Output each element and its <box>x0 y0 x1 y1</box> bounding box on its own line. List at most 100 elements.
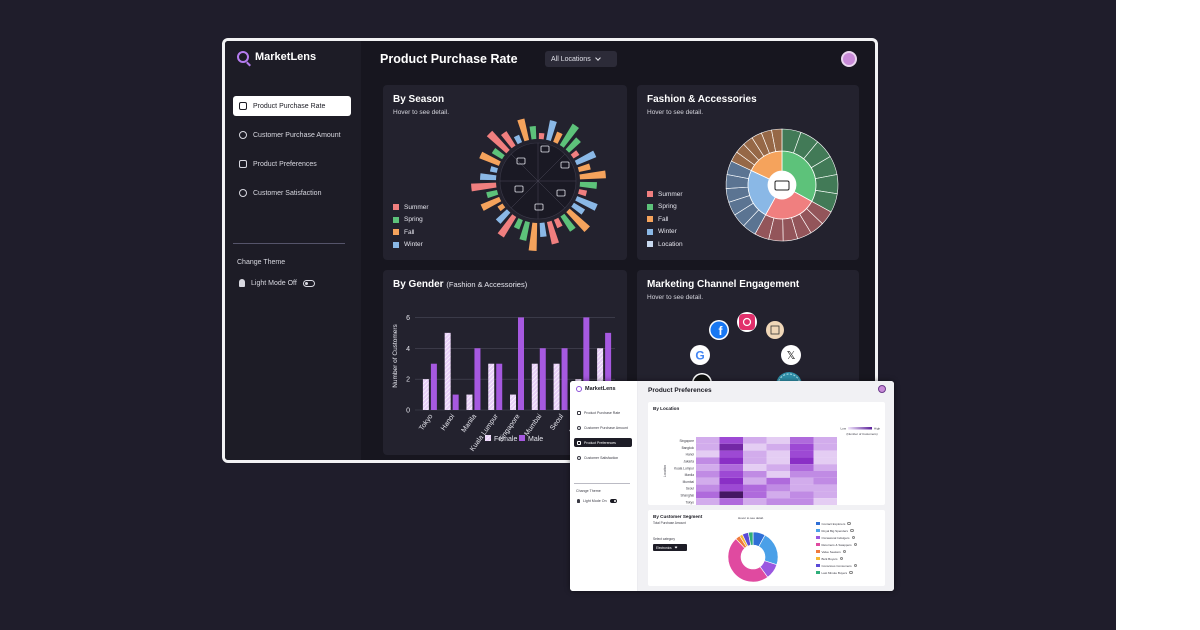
season-bar[interactable] <box>559 123 579 148</box>
heatmap-cell[interactable] <box>790 450 814 458</box>
bar-female[interactable] <box>466 394 473 410</box>
legend-item-fall[interactable]: Fall <box>393 226 429 239</box>
legend-item-winter[interactable]: Winter <box>393 239 429 252</box>
heatmap-cell[interactable] <box>766 491 791 499</box>
light-app-logo[interactable]: MarketLens <box>576 386 616 392</box>
legend-item-summer[interactable]: Summer <box>393 201 429 214</box>
legend-item-summer[interactable]: Summer <box>647 188 683 201</box>
heatmap-cell[interactable] <box>766 443 791 451</box>
season-bar[interactable] <box>538 133 545 140</box>
segment-legend-item[interactable]: Conscious Consumers <box>816 562 858 569</box>
season-bar[interactable] <box>495 209 511 224</box>
segment-legend-item[interactable]: Returners & Swappers <box>816 541 858 548</box>
season-bar[interactable] <box>519 221 530 241</box>
heatmap-cell[interactable] <box>743 450 767 458</box>
location-select[interactable]: All Locations <box>545 51 617 67</box>
heatmap-cell[interactable] <box>719 491 744 499</box>
legend-item-fall[interactable]: Fall <box>647 213 683 226</box>
bar-female[interactable] <box>553 363 560 410</box>
heatmap-cell[interactable] <box>766 484 791 492</box>
legend-item-winter[interactable]: Winter <box>647 226 683 239</box>
info-icon[interactable] <box>853 563 858 568</box>
season-bar[interactable] <box>497 214 517 238</box>
donut-slice[interactable] <box>727 538 769 583</box>
segment-legend-item[interactable]: Occasional Indulgers <box>816 534 857 541</box>
season-bar[interactable] <box>546 120 557 141</box>
season-bar[interactable] <box>566 208 590 233</box>
x-twitter-icon[interactable]: 𝕏 <box>781 345 801 365</box>
season-bar[interactable] <box>491 147 505 160</box>
heatmap-cell[interactable] <box>743 498 767 505</box>
heatmap-cell[interactable] <box>766 450 791 458</box>
season-bar[interactable] <box>577 163 591 173</box>
heatmap-cell[interactable] <box>696 498 720 505</box>
light-theme-toggle-row[interactable]: Light Mode On <box>577 499 617 503</box>
heatmap-cell[interactable] <box>743 484 767 492</box>
heatmap-cell[interactable] <box>719 457 744 465</box>
heatmap-cell[interactable] <box>766 477 791 485</box>
category-select[interactable]: Electronics <box>653 544 687 551</box>
season-bar[interactable] <box>480 173 497 181</box>
google-icon[interactable]: G <box>690 345 710 365</box>
season-bar[interactable] <box>529 126 537 140</box>
bar-male[interactable] <box>452 394 459 410</box>
bar-male[interactable] <box>518 317 524 410</box>
heatmap-cell[interactable] <box>790 491 814 499</box>
season-bar[interactable] <box>497 203 506 212</box>
app-logo[interactable]: MarketLens <box>237 51 316 63</box>
season-bar[interactable] <box>560 213 576 232</box>
heatmap-cell[interactable] <box>790 457 814 465</box>
bar-male[interactable] <box>539 348 546 410</box>
bar-female[interactable] <box>422 379 429 410</box>
heatmap-cell[interactable] <box>719 464 744 471</box>
bar-female[interactable] <box>488 363 495 410</box>
heatmap-cell[interactable] <box>719 450 744 458</box>
heatmap-cell[interactable] <box>766 471 791 478</box>
segment-legend-item[interactable]: Royal Big Spenders <box>816 527 857 534</box>
heatmap-cell[interactable] <box>790 464 814 471</box>
instagram-icon[interactable] <box>737 312 757 332</box>
heatmap-cell[interactable] <box>696 471 720 478</box>
light-sidebar-item-customer-satisfaction[interactable]: Customer Satisfaction <box>574 453 632 462</box>
heatmap-cell[interactable] <box>719 437 744 444</box>
bar-female[interactable] <box>510 394 516 410</box>
info-icon[interactable] <box>839 556 844 561</box>
season-bar[interactable] <box>479 151 501 166</box>
sunburst-outer-segment[interactable] <box>771 128 783 152</box>
donut-slice[interactable] <box>747 531 754 546</box>
bar-female[interactable] <box>531 363 538 410</box>
heatmap-cell[interactable] <box>743 471 767 478</box>
heatmap-cell[interactable] <box>719 443 744 451</box>
segment-legend-item[interactable]: Contact Explorers <box>816 520 857 527</box>
facebook-icon[interactable]: f <box>709 320 729 340</box>
season-bar[interactable] <box>579 181 597 189</box>
season-bar[interactable] <box>571 202 586 215</box>
season-bar[interactable] <box>575 196 598 211</box>
bar-male[interactable] <box>583 317 590 410</box>
heatmap-cell[interactable] <box>719 471 744 478</box>
legend-item-spring[interactable]: Spring <box>393 214 429 227</box>
legend-item-spring[interactable]: Spring <box>647 201 683 214</box>
location-heatmap[interactable]: Singapore Bangkok Hanoi Jakarta Kuala Lumpur… <box>648 402 885 505</box>
heatmap-cell[interactable] <box>813 464 838 471</box>
heatmap-cell[interactable] <box>743 443 767 451</box>
heatmap-cell[interactable] <box>790 477 814 485</box>
heatmap-cell[interactable] <box>790 471 814 478</box>
season-bar[interactable] <box>579 170 606 180</box>
heatmap-cell[interactable] <box>813 471 838 478</box>
heatmap-cell[interactable] <box>766 457 791 465</box>
heatmap-cell[interactable] <box>696 443 720 451</box>
info-icon[interactable] <box>850 528 854 533</box>
heatmap-cell[interactable] <box>813 484 838 492</box>
heatmap-cell[interactable] <box>719 477 744 485</box>
bar-female[interactable] <box>597 348 604 410</box>
heatmap-cell[interactable] <box>766 464 791 471</box>
heatmap-cell[interactable] <box>743 477 767 485</box>
bar-male[interactable] <box>430 363 437 410</box>
season-bar[interactable] <box>574 150 597 166</box>
sidebar-item-product-preferences[interactable]: Product Preferences <box>233 154 351 174</box>
heatmap-cell[interactable] <box>696 437 720 444</box>
heatmap-cell[interactable] <box>813 498 838 505</box>
bar-male[interactable] <box>496 363 503 410</box>
